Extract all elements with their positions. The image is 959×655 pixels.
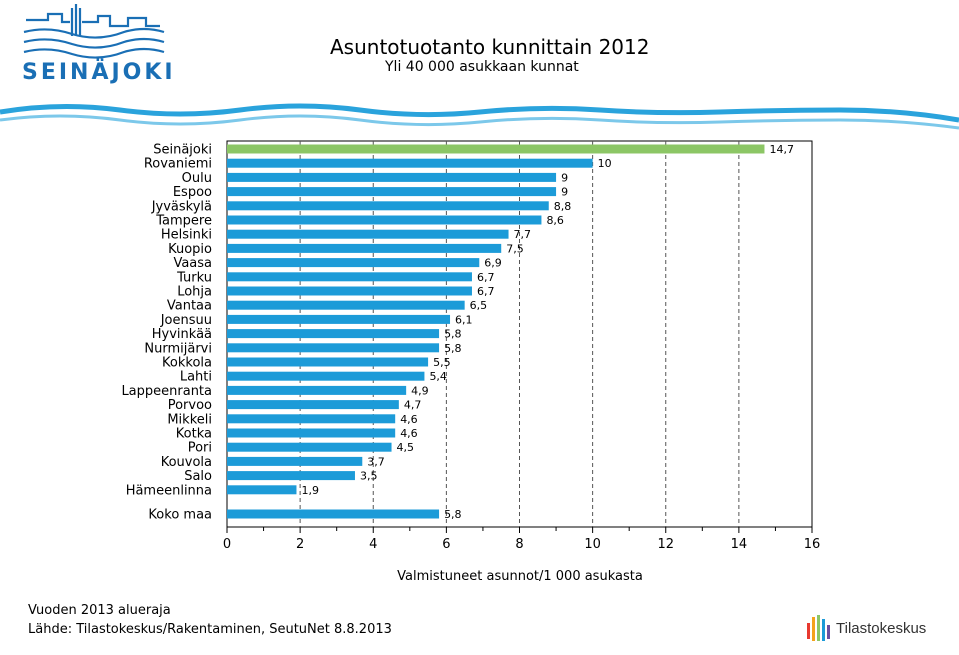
- bar: [227, 300, 465, 310]
- decorative-wave: [0, 103, 959, 130]
- footnote-region: Vuoden 2013 alueraja: [28, 603, 171, 618]
- value-label: 3,7: [367, 455, 385, 468]
- category-label: Vaasa: [173, 256, 212, 271]
- value-label: 5,8: [444, 342, 462, 355]
- value-label: 4,6: [400, 413, 418, 426]
- category-label: Helsinki: [161, 228, 212, 243]
- bar: [227, 201, 549, 211]
- category-label: Lohja: [177, 285, 212, 300]
- x-axis-label: Valmistuneet asunnot/1 000 asukasta: [397, 569, 643, 584]
- category-label: Kuopio: [168, 242, 212, 257]
- category-label: Koko maa: [148, 508, 212, 523]
- category-label: Lahti: [180, 370, 212, 385]
- bar: [227, 357, 429, 367]
- bar: [227, 371, 425, 381]
- tilastokeskus-brand: Tilastokeskus: [836, 620, 927, 637]
- x-tick-label: 2: [296, 537, 304, 552]
- bar: [227, 229, 509, 239]
- bar: [227, 456, 363, 466]
- value-label: 6,7: [477, 271, 495, 284]
- category-label: Seinäjoki: [153, 143, 212, 158]
- category-label: Pori: [188, 441, 212, 456]
- category-label: Kokkola: [162, 356, 212, 371]
- category-label: Jyväskylä: [151, 199, 212, 214]
- value-label: 5,8: [444, 508, 462, 521]
- value-label: 5,8: [444, 328, 462, 341]
- value-label: 6,5: [470, 299, 488, 312]
- bar: [227, 329, 440, 339]
- bar: [227, 144, 765, 154]
- bar: [227, 471, 355, 481]
- bar: [227, 314, 451, 324]
- category-label: Hämeenlinna: [126, 483, 212, 498]
- bar: [227, 187, 557, 197]
- bar: [227, 400, 399, 410]
- category-label: Joensuu: [160, 313, 212, 328]
- page-title: Asuntotuotanto kunnittain 2012: [330, 35, 650, 59]
- x-tick-label: 14: [731, 537, 748, 552]
- value-label: 14,7: [769, 143, 794, 156]
- x-tick-label: 6: [442, 537, 450, 552]
- page-subtitle: Yli 40 000 asukkaan kunnat: [385, 59, 579, 75]
- x-tick-label: 8: [515, 537, 523, 552]
- x-tick-label: 4: [369, 537, 377, 552]
- value-label: 6,9: [484, 257, 502, 270]
- category-label: Vantaa: [167, 299, 212, 314]
- seinajoki-logo: [23, 4, 165, 59]
- value-label: 9: [561, 186, 568, 199]
- bar: [227, 442, 392, 452]
- bar: [227, 215, 542, 225]
- value-label: 5,4: [429, 370, 447, 383]
- value-label: 4,7: [404, 399, 422, 412]
- bar: [227, 258, 480, 268]
- value-label: 4,6: [400, 427, 418, 440]
- bar: [227, 509, 440, 519]
- tilastokeskus-logo-icon: [807, 615, 830, 641]
- value-label: 9: [561, 171, 568, 184]
- bar: [227, 243, 502, 253]
- value-label: 6,1: [455, 313, 473, 326]
- category-label: Tampere: [155, 214, 212, 229]
- value-label: 1,9: [301, 484, 319, 497]
- bar: [227, 172, 557, 182]
- x-tick-label: 10: [584, 537, 601, 552]
- x-tick-label: 12: [657, 537, 674, 552]
- bar: [227, 343, 440, 353]
- bar: [227, 286, 472, 296]
- category-label: Lappeenranta: [121, 384, 212, 399]
- bar: [227, 385, 407, 395]
- x-tick-label: 16: [804, 537, 821, 552]
- bar: [227, 272, 472, 282]
- bar: [227, 414, 396, 424]
- value-label: 10: [598, 157, 612, 170]
- category-label: Salo: [184, 469, 212, 484]
- category-label: Turku: [176, 270, 212, 285]
- value-label: 5,5: [433, 356, 451, 369]
- bar: [227, 158, 593, 168]
- value-label: 3,5: [360, 470, 378, 483]
- category-label: Porvoo: [168, 398, 212, 413]
- category-label: Mikkeli: [167, 412, 212, 427]
- category-label: Kouvola: [161, 455, 212, 470]
- category-label: Rovaniemi: [144, 157, 212, 172]
- x-tick-label: 0: [223, 537, 231, 552]
- value-label: 7,5: [506, 242, 524, 255]
- value-label: 8,6: [546, 214, 564, 227]
- category-label: Kotka: [176, 427, 212, 442]
- value-label: 4,9: [411, 384, 429, 397]
- category-label: Espoo: [173, 185, 212, 200]
- value-label: 4,5: [397, 441, 415, 454]
- bar: [227, 428, 396, 438]
- bar-chart: SeinäjokiRovaniemiOuluEspooJyväskyläTamp…: [121, 140, 821, 584]
- value-label: 8,8: [554, 200, 572, 213]
- footnote-source: Lähde: Tilastokeskus/Rakentaminen, Seutu…: [28, 622, 392, 637]
- value-label: 6,7: [477, 285, 495, 298]
- value-label: 7,7: [514, 228, 532, 241]
- logo-wordmark: SEINÄJOKI: [22, 60, 176, 85]
- bar: [227, 485, 297, 495]
- category-label: Oulu: [182, 171, 212, 186]
- category-label: Nurmijärvi: [144, 341, 212, 356]
- category-label: Hyvinkää: [152, 327, 212, 342]
